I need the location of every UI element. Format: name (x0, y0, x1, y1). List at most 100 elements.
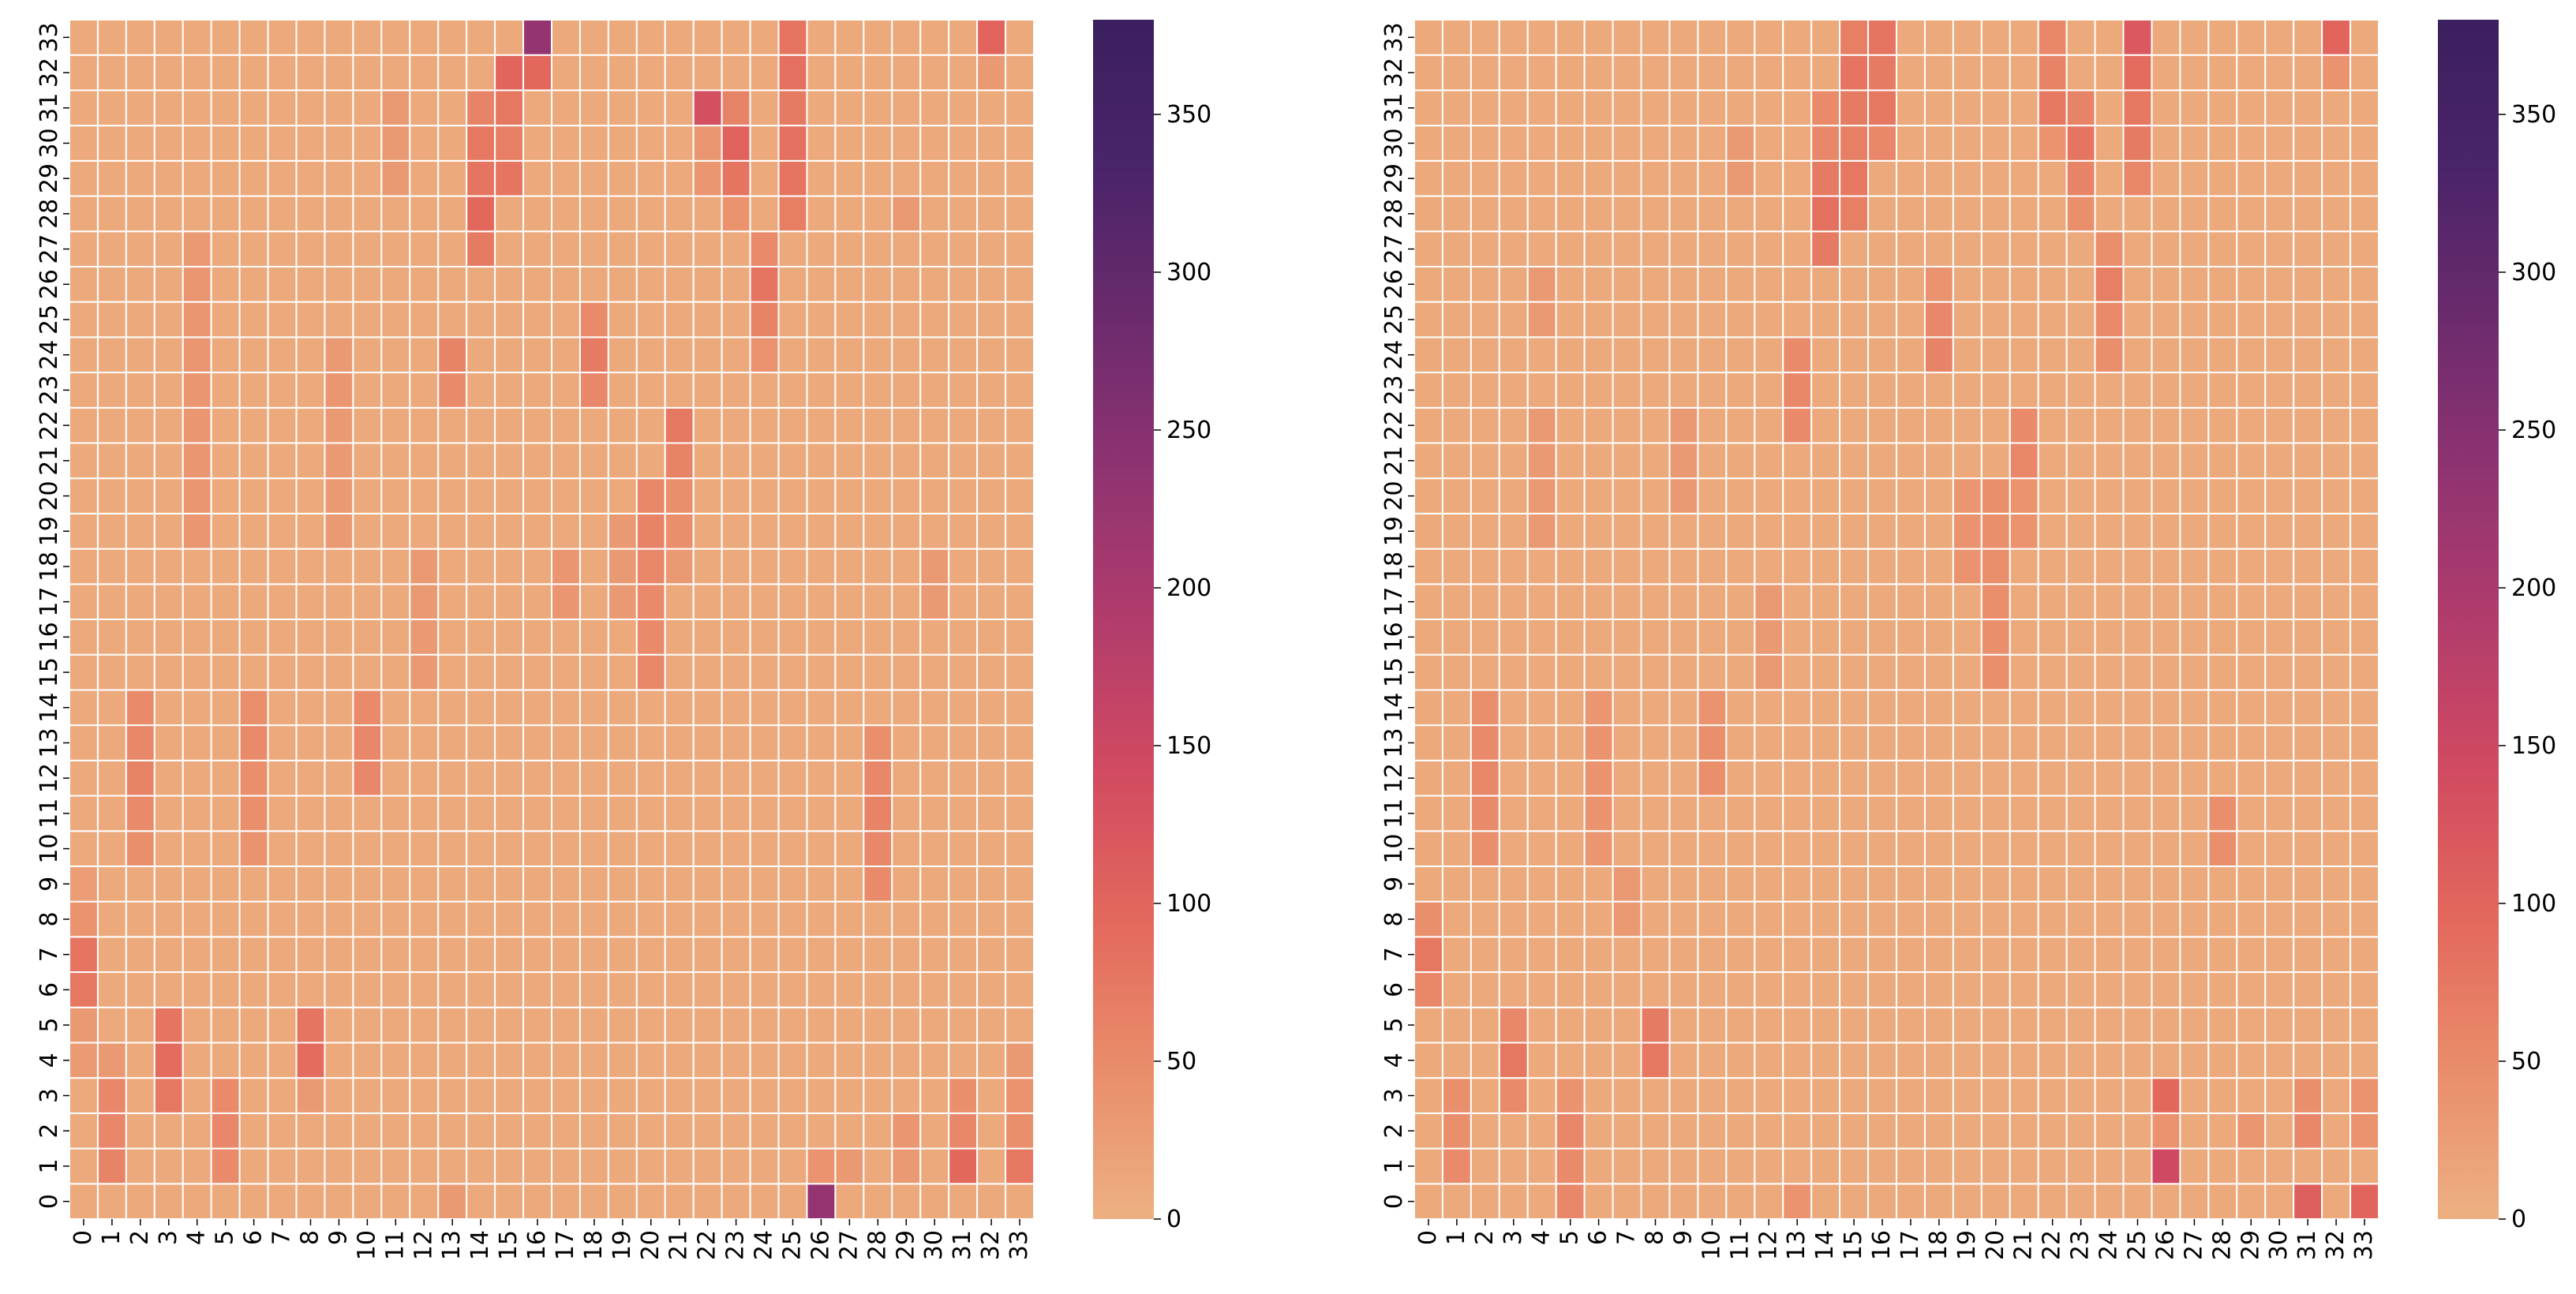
heatmap-cell (664, 583, 695, 620)
heatmap-cell (1697, 830, 1728, 867)
heatmap-cell (352, 265, 383, 303)
heatmap-cell (863, 477, 893, 514)
heatmap-cell (1923, 900, 1954, 938)
heatmap-cell (1810, 54, 1841, 92)
heatmap-cell (1867, 442, 1898, 480)
heatmap-cell (551, 795, 581, 832)
heatmap-cell (267, 1077, 298, 1114)
y-tick-label: 3 (1380, 1088, 1408, 1103)
heatmap-cell (976, 759, 1007, 797)
heatmap-cell (806, 54, 837, 92)
heatmap-cell (69, 689, 99, 727)
heatmap-cell (777, 1042, 808, 1079)
heatmap-cell (1583, 406, 1614, 444)
heatmap-cell (2094, 19, 2125, 56)
heatmap-cell (96, 230, 127, 267)
heatmap-cell (891, 159, 922, 197)
heatmap-cell (295, 19, 326, 56)
heatmap-cell (1526, 1112, 1557, 1150)
heatmap-cell (919, 1183, 950, 1221)
heatmap-cell (2009, 19, 2039, 56)
heatmap-cell (295, 1112, 326, 1150)
heatmap-cell (1583, 301, 1614, 338)
heatmap-cell (692, 795, 723, 832)
heatmap-cell (69, 159, 99, 197)
heatmap-cell (2264, 1006, 2295, 1044)
heatmap-cell (721, 301, 751, 338)
heatmap-cell (125, 159, 155, 197)
heatmap-cell (2037, 724, 2068, 761)
heatmap-cell (1952, 265, 1983, 303)
heatmap-cell (806, 795, 837, 832)
heatmap-cell (2151, 125, 2181, 162)
heatmap-cell (777, 1006, 808, 1044)
heatmap-cell (1839, 830, 1870, 867)
heatmap-cell (1526, 795, 1557, 832)
heatmap-cell (777, 1183, 808, 1221)
heatmap-cell (267, 689, 298, 727)
heatmap-cell (664, 406, 695, 444)
y-tick-label: 29 (36, 163, 63, 193)
heatmap-cell (2037, 1077, 2068, 1114)
heatmap-cell (635, 442, 666, 480)
heatmap-cell (352, 830, 383, 867)
heatmap-cell (2037, 159, 2068, 197)
heatmap-cell (834, 1042, 865, 1079)
heatmap-cell (863, 265, 893, 303)
heatmap-cell (324, 1077, 354, 1114)
heatmap-cell (1441, 795, 1472, 832)
heatmap-cell (635, 1112, 666, 1150)
heatmap-cell (295, 230, 326, 267)
heatmap-cell (2264, 1147, 2295, 1185)
heatmap-cell (948, 1112, 979, 1150)
heatmap-cell (2321, 724, 2352, 761)
heatmap-cell (2122, 830, 2153, 867)
heatmap-cell (352, 442, 383, 480)
heatmap-cell (664, 900, 695, 938)
y-tick-label: 7 (36, 947, 63, 962)
heatmap-cell (522, 619, 552, 656)
heatmap-cell (2293, 724, 2323, 761)
heatmap-cell (749, 1042, 780, 1079)
heatmap-cell (976, 653, 1007, 691)
heatmap-cell (210, 265, 241, 303)
heatmap-cell (2293, 619, 2323, 656)
heatmap-cell (607, 1077, 638, 1114)
heatmap-cell (1810, 795, 1841, 832)
heatmap-cell (380, 442, 411, 480)
heatmap-cell (2037, 406, 2068, 444)
colorbar-tick-label: 150 (1166, 732, 1211, 760)
heatmap-cell (891, 512, 922, 550)
heatmap-cell (2179, 971, 2210, 1008)
heatmap-cell (919, 689, 950, 727)
heatmap-cell (522, 795, 552, 832)
heatmap-cell (635, 89, 666, 127)
heatmap-cell (948, 1042, 979, 1079)
heatmap-cells (1413, 19, 2380, 1221)
heatmap-cell (153, 548, 184, 585)
heatmap-cell (1526, 336, 1557, 374)
heatmap-cell (1980, 724, 2011, 761)
heatmap-cell (2122, 89, 2153, 127)
heatmap-cell (2293, 548, 2323, 585)
heatmap-cell (834, 1183, 865, 1221)
y-tick-label: 24 (36, 340, 63, 370)
heatmap-cell (692, 1042, 723, 1079)
heatmap-cell (1583, 830, 1614, 867)
heatmap-cell (1668, 1042, 1699, 1079)
heatmap-cell (692, 971, 723, 1008)
heatmap-cell (2122, 54, 2153, 92)
heatmap-cell (1640, 1112, 1671, 1150)
heatmap-cell (1952, 795, 1983, 832)
heatmap-cell (2349, 230, 2380, 267)
heatmap-cell (635, 830, 666, 867)
heatmap-cell (2094, 548, 2125, 585)
heatmap-cell (1668, 442, 1699, 480)
heatmap-cell (1413, 936, 1443, 974)
heatmap-cell (267, 653, 298, 691)
heatmap-cell (1896, 89, 1926, 127)
heatmap-cell (834, 548, 865, 585)
heatmap-cell (1754, 1112, 1784, 1150)
heatmap-cell (2349, 759, 2380, 797)
heatmap-cell (1867, 19, 1898, 56)
